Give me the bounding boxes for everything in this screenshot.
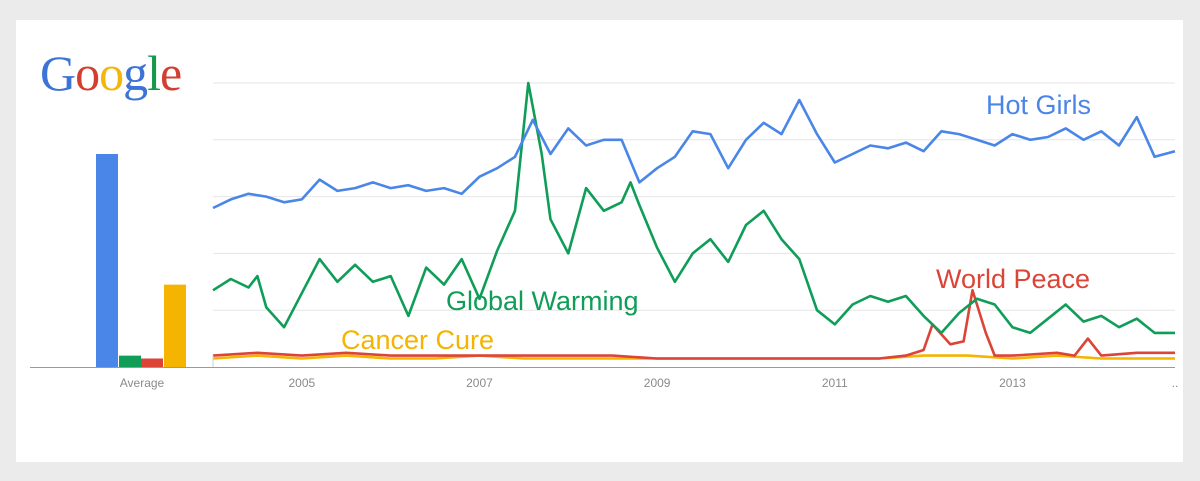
- average-bar: [164, 284, 186, 367]
- series-line: [212, 81, 1175, 335]
- average-bars: [96, 154, 186, 367]
- logo-letter: l: [147, 45, 161, 101]
- logo-letter: e: [160, 45, 182, 101]
- average-label: Average: [120, 376, 165, 390]
- x-tick-label: 2005: [288, 376, 315, 390]
- logo-letter: G: [40, 45, 76, 101]
- x-tick-label: ..: [1172, 376, 1179, 390]
- x-tick-label: 2007: [466, 376, 493, 390]
- x-tick-label: 2009: [644, 376, 671, 390]
- series-labels: Hot Girls Global Warming World Peace Cancer…: [341, 90, 1091, 355]
- trends-chart: Hot Girls Global Warming World Peace Cancer…: [30, 81, 1178, 390]
- x-tick-label: 2013: [999, 376, 1026, 390]
- average-bar: [119, 355, 141, 367]
- logo-letter: g: [123, 45, 148, 101]
- series-label: Global Warming: [446, 286, 639, 316]
- trends-card: Google Hot Girls Global Warming World Peac…: [16, 20, 1183, 462]
- series-line: [212, 289, 1175, 360]
- series-line: [212, 98, 1176, 210]
- series-lines: [212, 81, 1176, 360]
- x-tick-label: 2011: [822, 376, 848, 390]
- x-axis: Average 2005 2007 2009 2011 2013..: [30, 355, 1178, 390]
- series-label: Hot Girls: [986, 90, 1091, 120]
- average-bar: [141, 358, 163, 367]
- series-label: World Peace: [936, 264, 1090, 294]
- google-logo: Google: [40, 44, 182, 102]
- logo-letter: o: [99, 45, 124, 101]
- logo-letter: o: [75, 45, 100, 101]
- series-label: Cancer Cure: [341, 325, 494, 355]
- average-bar: [96, 154, 118, 367]
